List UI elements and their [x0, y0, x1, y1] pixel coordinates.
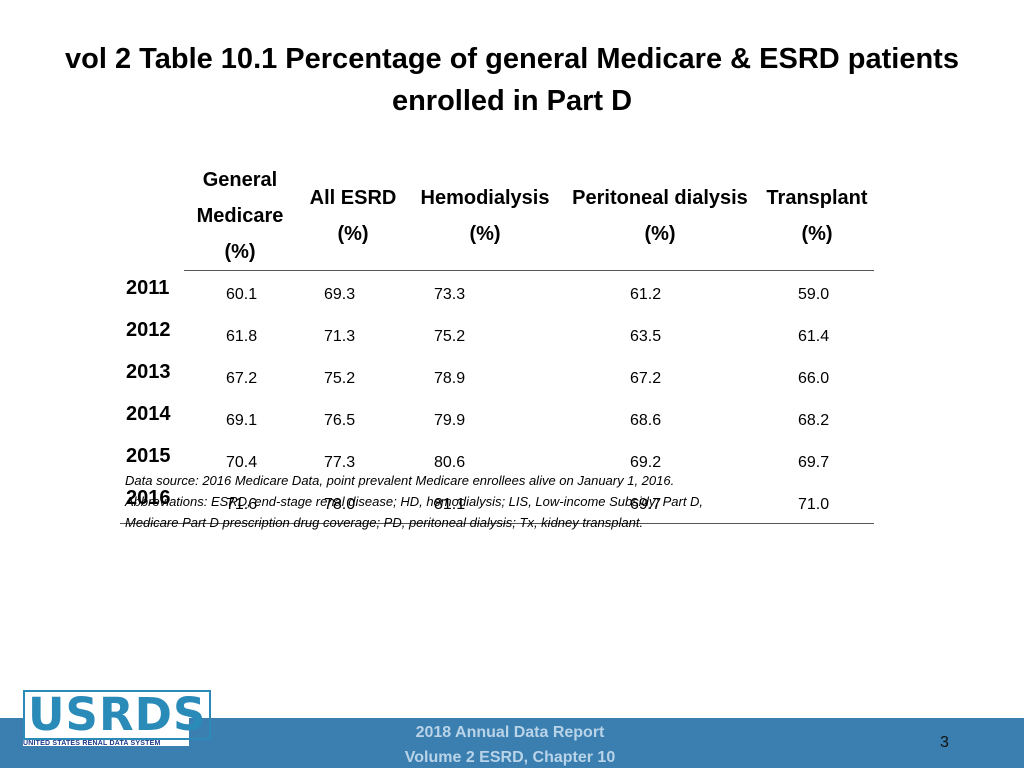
table-cell: 78.0	[296, 481, 410, 524]
table-cell: 69.7	[560, 481, 760, 524]
row-year: 2014	[126, 403, 171, 425]
table-row: 2014 69.1 76.5 79.9 68.6 68.2	[120, 397, 874, 439]
table-cell: 71.3	[324, 328, 356, 345]
table-row: 2016 71.6 78.0 81.1 69.7 71.0	[120, 481, 874, 524]
table-row: 2013 67.2 75.2 78.9 67.2 66.0	[120, 355, 874, 397]
page-title: vol 2 Table 10.1 Percentage of general M…	[65, 43, 959, 117]
note-line: Abbreviations: ESRD, end-stage renal dis…	[125, 494, 704, 509]
data-source-note: Data source: 2016 Medicare Data, point p…	[125, 470, 825, 533]
table-cell: 68.6	[630, 412, 662, 429]
logo-subtitle: UNITED STATES RENAL DATA SYSTEM	[23, 740, 161, 747]
column-header-all-esrd: All ESRD (%)	[296, 162, 410, 271]
column-header-peritoneal-dialysis: Peritoneal dialysis (%)	[560, 162, 760, 271]
table-cell: 63.5	[630, 328, 662, 345]
table-row: 2015 70.4 77.3 80.6 69.2 69.7	[120, 439, 874, 481]
row-year: 2015	[126, 445, 171, 467]
table-cell: 69.7	[798, 454, 830, 471]
table-cell: 70.4	[226, 454, 258, 471]
table-cell: 61.8	[226, 328, 258, 345]
row-year: 2016	[120, 481, 184, 524]
usrds-logo: USRDS UNITED STATES RENAL DATA SYSTEM	[23, 690, 212, 747]
table-cell: 69.1	[226, 412, 258, 429]
table-cell: 78.9	[434, 370, 466, 387]
table-cell: 81.1	[410, 481, 560, 524]
table-cell: 71.0	[760, 481, 874, 524]
table-cell: 69.2	[630, 454, 662, 471]
table-cell: 59.0	[798, 286, 830, 303]
row-year: 2011	[126, 276, 170, 299]
table-cell: 71.6	[184, 481, 296, 524]
year-column-header	[120, 162, 184, 271]
table-cell: 67.2	[226, 370, 258, 387]
table-cell: 61.4	[798, 328, 830, 345]
table-cell: 60.1	[226, 286, 258, 303]
logo-text: USRDS	[23, 690, 212, 740]
note-line: Data source: 2016 Medicare Data, point p…	[125, 473, 675, 488]
page-number: 3	[940, 734, 949, 751]
table-cell: 75.2	[434, 328, 466, 345]
table-cell: 68.2	[798, 412, 830, 429]
table-cell: 77.3	[324, 454, 356, 471]
table-cell: 75.2	[324, 370, 356, 387]
column-header-transplant: Transplant (%)	[760, 162, 874, 271]
row-year: 2012	[126, 319, 171, 341]
table-cell: 69.3	[324, 286, 356, 303]
table-cell: 79.9	[434, 412, 466, 429]
table-row: 2012 61.8 71.3 75.2 63.5 61.4	[120, 313, 874, 355]
footer-report-title: 2018 Annual Data Report Volume 2 ESRD, C…	[404, 724, 616, 766]
table-cell: 80.6	[434, 454, 466, 471]
column-header-hemodialysis: Hemodialysis (%)	[410, 162, 560, 271]
row-year: 2013	[126, 361, 171, 383]
table-cell: 76.5	[324, 412, 356, 429]
table-row: 2011 60.1 69.3 73.3 61.2 59.0	[120, 271, 874, 314]
table-cell: 67.2	[630, 370, 662, 387]
table-cell: 61.2	[630, 286, 662, 303]
enrollment-table: General Medicare (%) All ESRD (%) Hemodi…	[120, 162, 874, 524]
table-cell: 66.0	[798, 370, 830, 387]
table-cell: 73.3	[434, 286, 466, 303]
table-header-row: General Medicare (%) All ESRD (%) Hemodi…	[120, 162, 874, 271]
column-header-general-medicare: General Medicare (%)	[184, 162, 296, 271]
note-line: Medicare Part D prescription drug covera…	[125, 515, 644, 530]
